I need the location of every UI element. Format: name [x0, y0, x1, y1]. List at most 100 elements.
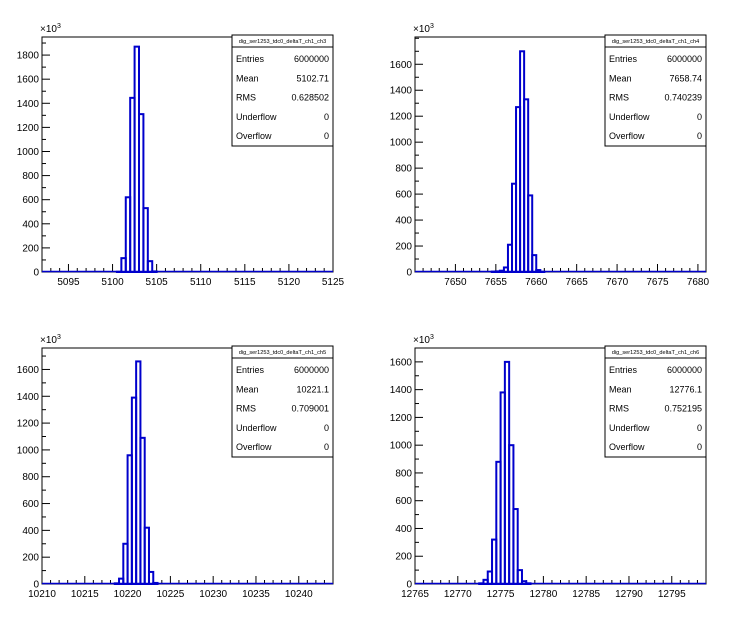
y-tick-label: 800: [395, 164, 412, 175]
stats-title: dig_ser1253_tdc0_deltaT_ch1_ch4: [612, 39, 699, 45]
x-tick-label: 12785: [572, 589, 600, 600]
y-tick-label: 400: [22, 526, 39, 537]
stats-label: Overflow: [236, 131, 272, 141]
y-tick-label: 800: [22, 472, 39, 483]
stats-value: 0.628502: [291, 93, 329, 103]
stats-label: Underflow: [609, 112, 650, 122]
x-tick-label: 7650: [444, 277, 467, 288]
x-tick-label: 5110: [190, 277, 212, 288]
x-tick-label: 5095: [57, 277, 80, 288]
stats-value: 5102.71: [296, 73, 329, 83]
y-tick-label: 0: [406, 268, 412, 279]
stats-label: Mean: [609, 384, 632, 394]
x-tick-label: 5125: [322, 277, 345, 288]
y-exponent-label: ×103: [40, 334, 61, 346]
stats-value: 0: [697, 112, 702, 122]
stats-label: RMS: [609, 404, 629, 414]
y-tick-label: 400: [22, 219, 39, 230]
stats-value: 0.740239: [664, 93, 702, 103]
stats-label: Overflow: [236, 442, 272, 452]
stats-value: 0: [324, 442, 329, 452]
y-tick-label: 1000: [390, 441, 413, 452]
stats-box: [605, 346, 706, 457]
stats-value: 0: [697, 442, 702, 452]
stats-box: [232, 346, 333, 457]
histogram-bar: [148, 261, 152, 272]
y-tick-label: 0: [33, 268, 39, 279]
y-exponent-label: ×103: [40, 23, 61, 35]
y-tick-label: 1600: [390, 357, 413, 368]
x-tick-label: 10220: [114, 589, 142, 600]
x-tick-label: 7680: [687, 277, 710, 288]
x-tick-label: 12790: [615, 589, 643, 600]
y-tick-label: 600: [395, 190, 412, 201]
y-tick-label: 0: [406, 580, 412, 591]
stats-label: Entries: [609, 54, 638, 64]
stats-value: 0: [324, 112, 329, 122]
stats-label: Mean: [236, 384, 259, 394]
stats-value: 7658.74: [669, 73, 702, 83]
y-tick-label: 1000: [390, 138, 413, 149]
y-tick-label: 1400: [390, 385, 413, 396]
stats-label: Mean: [236, 73, 259, 83]
y-tick-label: 1000: [17, 445, 40, 456]
y-tick-label: 1200: [17, 419, 40, 430]
stats-label: RMS: [236, 404, 256, 414]
y-tick-label: 1600: [17, 365, 40, 376]
y-tick-label: 200: [22, 553, 39, 564]
stats-box: [605, 35, 706, 146]
y-tick-label: 400: [395, 524, 412, 535]
histogram-panel: 5095 5100 5105 5110 5115 5120 5125 0 200 400 600 80…: [17, 23, 345, 288]
stats-value: 0: [324, 131, 329, 141]
x-tick-label: 10230: [199, 589, 227, 600]
stats-label: Mean: [609, 73, 632, 83]
y-tick-label: 1200: [390, 112, 413, 123]
stats-label: Underflow: [236, 423, 277, 433]
x-tick-label: 7660: [525, 277, 548, 288]
y-tick-label: 1400: [17, 392, 40, 403]
y-tick-label: 800: [395, 468, 412, 479]
y-tick-label: 1200: [17, 123, 40, 134]
x-tick-label: 10240: [285, 589, 313, 600]
x-tick-label: 7665: [566, 277, 589, 288]
stats-title: dig_ser1253_tdc0_deltaT_ch1_ch6: [612, 350, 699, 356]
stats-title: dig_ser1253_tdc0_deltaT_ch1_ch3: [239, 39, 326, 45]
stats-value: 0.709001: [291, 404, 329, 414]
x-tick-label: 12795: [658, 589, 686, 600]
x-tick-label: 5100: [101, 277, 124, 288]
stats-label: Entries: [236, 54, 265, 64]
stats-title: dig_ser1253_tdc0_deltaT_ch1_ch5: [239, 350, 326, 356]
x-tick-label: 12780: [529, 589, 557, 600]
stats-value: 0: [697, 423, 702, 433]
stats-label: RMS: [236, 93, 256, 103]
x-tick-label: 5105: [146, 277, 169, 288]
stats-box: [232, 35, 333, 146]
stats-value: 0: [324, 423, 329, 433]
x-tick-label: 10215: [71, 589, 99, 600]
y-tick-label: 800: [22, 171, 39, 182]
stats-value: 0.752195: [664, 404, 702, 414]
x-tick-label: 10225: [156, 589, 184, 600]
stats-label: Overflow: [609, 442, 645, 452]
y-tick-label: 400: [395, 216, 412, 227]
histogram-panel: 10210 10215 10220 10225 10230 10235 10240 0 200 4…: [17, 334, 333, 600]
stats-label: Underflow: [609, 423, 650, 433]
histogram-panel: 12765 12770 12775 12780 12785 12790 12795 0 200 4…: [390, 334, 706, 600]
x-tick-label: 12775: [487, 589, 515, 600]
stats-label: Entries: [236, 365, 265, 375]
y-exponent-label: ×103: [413, 23, 434, 35]
stats-value: 6000000: [667, 365, 702, 375]
y-tick-label: 1200: [390, 413, 413, 424]
x-tick-label: 7655: [485, 277, 508, 288]
y-tick-label: 0: [33, 580, 39, 591]
stats-label: RMS: [609, 93, 629, 103]
stats-value: 6000000: [294, 365, 329, 375]
stats-label: Underflow: [236, 112, 277, 122]
y-tick-label: 600: [395, 496, 412, 507]
stats-label: Entries: [609, 365, 638, 375]
x-tick-label: 7675: [646, 277, 669, 288]
x-tick-label: 12770: [444, 589, 472, 600]
y-tick-label: 1800: [17, 51, 40, 62]
stats-value: 0: [697, 131, 702, 141]
